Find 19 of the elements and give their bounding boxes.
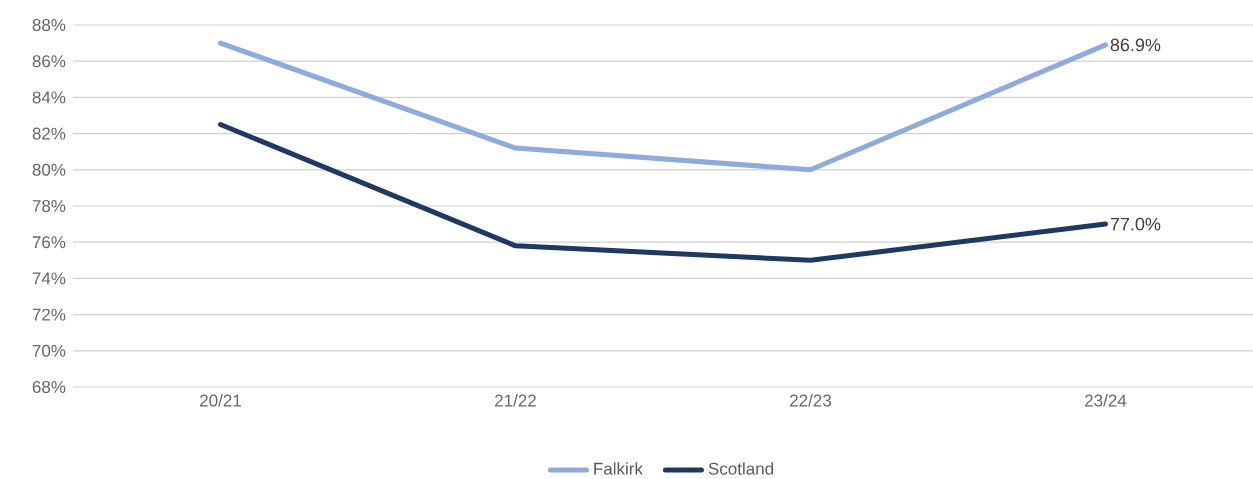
data-label: 86.9% [1110,38,1161,52]
legend-label: Falkirk [594,462,643,475]
x-tick-label: 21/22 [495,394,536,407]
y-tick-label: 86% [32,55,66,68]
y-tick-label: 76% [32,236,66,249]
legend-label: Scotland [708,462,774,475]
x-tick-label: 22/23 [790,394,832,407]
y-tick-label: 74% [32,272,66,285]
y-tick-label: 88% [32,19,66,32]
y-tick-label: 72% [32,308,66,321]
y-tick-label: 82% [32,127,66,140]
y-tick-label: 80% [32,163,66,176]
y-tick-label: 70% [32,344,66,357]
x-tick-label: 20/21 [200,394,241,407]
x-tick-label: 23/24 [1085,394,1127,407]
y-tick-label: 78% [32,200,66,213]
y-tick-label: 68% [32,381,66,394]
y-tick-label: 84% [32,91,66,104]
data-label: 77.0% [1110,217,1161,231]
